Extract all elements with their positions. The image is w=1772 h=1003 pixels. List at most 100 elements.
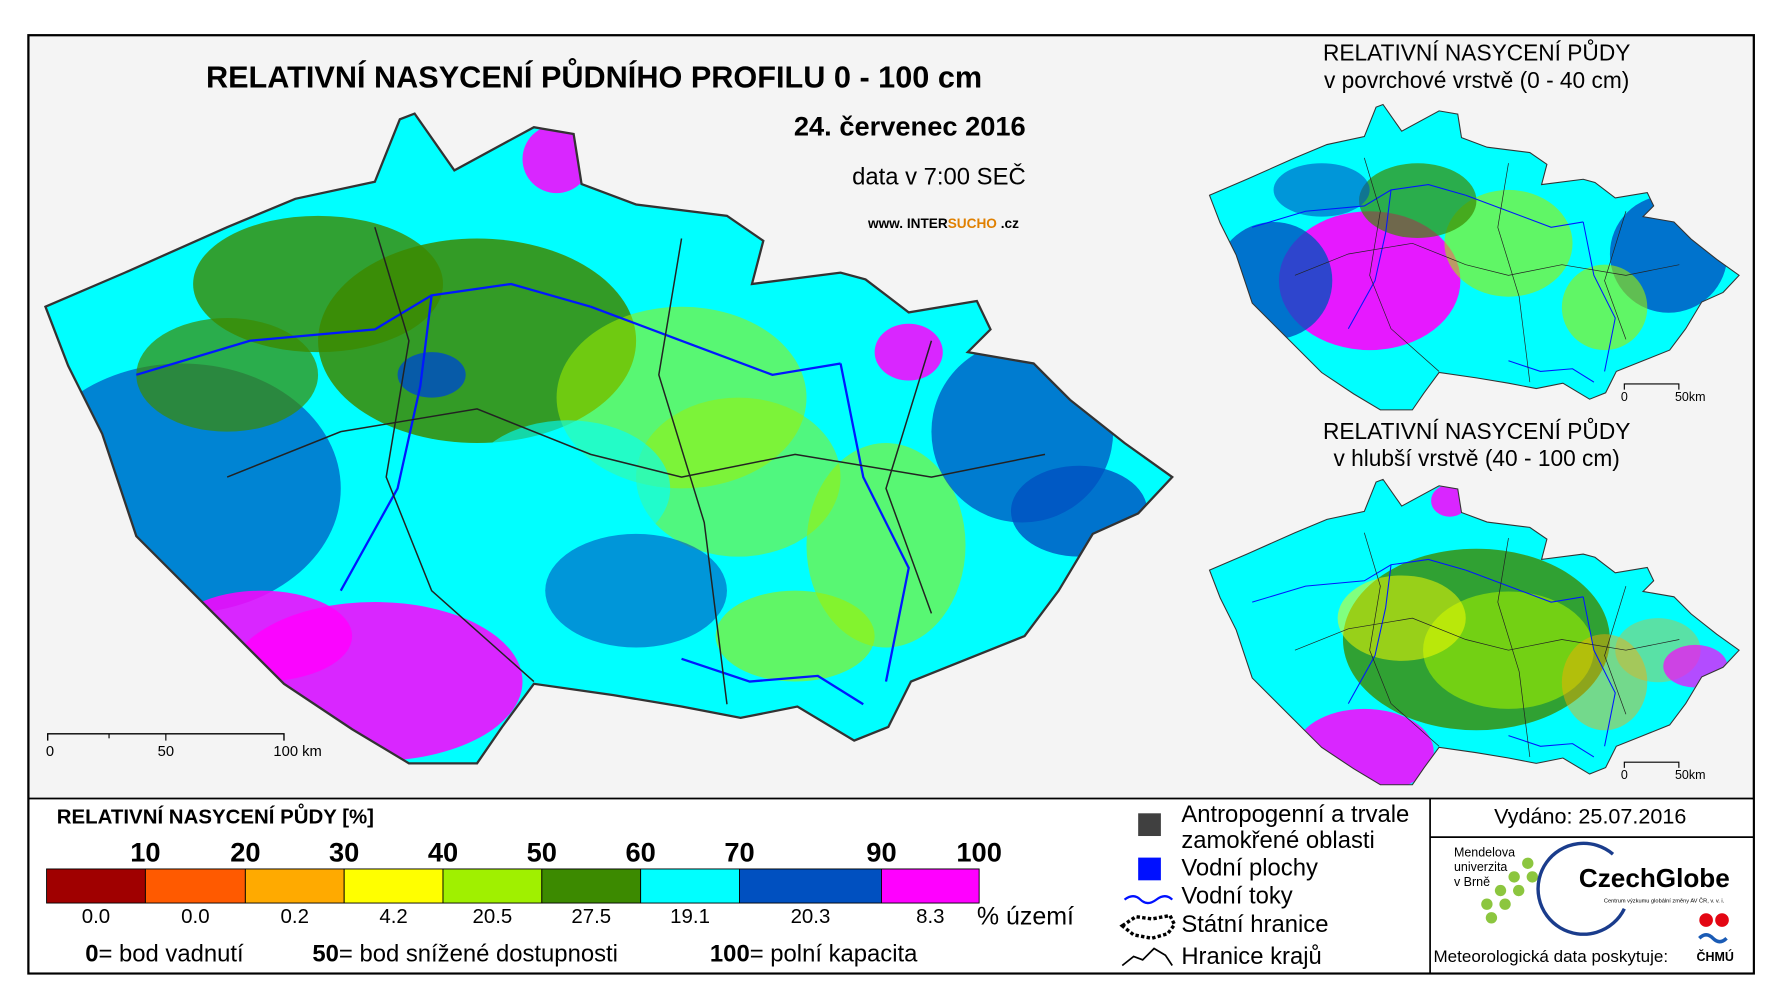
legend-swatch — [343, 868, 444, 904]
map-patch — [193, 215, 443, 353]
region-border — [658, 238, 728, 705]
legend-share: 0.0 — [82, 905, 110, 928]
chmu-logo — [1698, 933, 1728, 944]
met-data: Meteorologická data poskytuje: — [1434, 947, 1669, 966]
legend-threshold: 50 — [527, 836, 557, 867]
chmu-logo-text: ČHMÚ — [1696, 949, 1733, 964]
legend-swatch — [541, 868, 642, 904]
map-patch — [1273, 163, 1370, 217]
mendel-logo-dot — [1485, 912, 1498, 924]
region-border — [1294, 617, 1680, 651]
map-patch — [874, 323, 943, 381]
river — [681, 657, 864, 706]
mendel-logo-dot — [1508, 871, 1520, 883]
note-value: 100 — [710, 941, 750, 968]
state-border — [1208, 478, 1740, 786]
chmu-logo — [1715, 913, 1729, 927]
map-patch — [522, 124, 591, 194]
scale-label: 50km — [1675, 390, 1706, 404]
scale-label: 0 — [1621, 768, 1628, 782]
inset-title: v hlubší vrstvě (40 - 100 cm) — [1333, 445, 1619, 471]
scale-bar — [1623, 383, 1680, 390]
legend-note: 100= polní kapacita — [710, 941, 918, 968]
river — [839, 363, 910, 682]
legend-share: 0.2 — [281, 905, 309, 928]
map-patch — [1278, 211, 1461, 351]
legend-share: 27.5 — [571, 905, 611, 928]
scale-label: 0 — [1621, 390, 1628, 404]
map-patch — [636, 397, 841, 557]
scale-bar — [1623, 761, 1680, 768]
legend-swatch — [739, 868, 882, 904]
river — [1347, 564, 1392, 704]
legend-threshold: 30 — [329, 836, 359, 867]
issued: Vydáno: 25.07.2016 — [1494, 804, 1686, 829]
map-patch — [545, 533, 727, 648]
legend-swatch — [881, 868, 980, 904]
mendel-logo-dot — [1481, 898, 1493, 910]
river — [1582, 596, 1616, 747]
region-border — [374, 226, 535, 683]
mendel-logo-text: v Brně — [1454, 875, 1490, 889]
inset-title: RELATIVNÍ NASYCENÍ PŮDY — [1323, 40, 1630, 66]
river — [1465, 194, 1584, 228]
map-patch — [397, 352, 466, 398]
map-patch — [1358, 163, 1477, 238]
map-patch — [465, 420, 671, 557]
share-unit: % území — [977, 902, 1074, 930]
map-date: 24. červenec 2016 — [794, 111, 1026, 142]
mendel-logo-dot — [1513, 884, 1525, 897]
region-border — [1363, 157, 1440, 372]
czechglobe-sub: Centrum výzkumu globální změny AV ČR, v.… — [1604, 897, 1725, 904]
legend-threshold: 70 — [724, 836, 754, 867]
legend-threshold: 20 — [230, 836, 260, 867]
legend-swatch — [640, 868, 740, 904]
website-part: SUCHO — [948, 215, 998, 230]
note-text: = bod snížené dostupnosti — [339, 941, 618, 968]
region-border — [1497, 163, 1531, 383]
river — [1252, 184, 1466, 228]
state-border — [1208, 103, 1740, 411]
czechglobe-logo: CzechGlobe — [1579, 863, 1730, 893]
region-border — [1604, 586, 1627, 715]
map-patch — [715, 590, 875, 682]
region-border — [1363, 532, 1440, 747]
symbol-icon — [1138, 813, 1161, 837]
symbol-label: Vodní toky — [1181, 883, 1292, 910]
mendel-logo-text: Mendelova — [1454, 845, 1515, 859]
legend-share: 20.3 — [791, 905, 831, 928]
mendel-logo-dot — [1494, 884, 1507, 897]
website-part: www. INTER — [867, 215, 948, 230]
legend-note: 50= bod snížené dostupnosti — [312, 941, 618, 968]
river — [590, 305, 841, 377]
scale-label: 100 km — [273, 744, 321, 760]
website-part: .cz — [997, 215, 1019, 230]
note-text: = bod vadnutí — [98, 941, 244, 968]
symbol-icon — [1123, 895, 1174, 905]
river — [135, 282, 591, 376]
river — [1508, 735, 1595, 758]
river — [1508, 360, 1595, 383]
legend-threshold: 60 — [625, 836, 655, 867]
map-title: RELATIVNÍ NASYCENÍ PŮDNÍHO PROFILU 0 - 1… — [206, 57, 982, 95]
mendel-logo-dot — [1499, 898, 1511, 910]
symbol-label: Vodní plochy — [1181, 854, 1318, 881]
data-time: data v 7:00 SEČ — [852, 163, 1026, 191]
map-patch — [1561, 634, 1648, 731]
legend-swatch — [46, 868, 146, 904]
note-value: 50 — [312, 941, 339, 968]
legend-share: 4.2 — [379, 905, 407, 928]
inset-title: RELATIVNÍ NASYCENÍ PŮDY — [1323, 418, 1630, 444]
legend-share: 8.3 — [916, 905, 944, 928]
symbol-icon — [1121, 947, 1173, 967]
mendel-logo-dot — [1522, 857, 1534, 869]
note-text: = polní kapacita — [750, 941, 918, 968]
note-value: 0 — [85, 941, 98, 968]
mendel-logo-dot — [1526, 871, 1539, 883]
legend-swatch — [442, 868, 543, 904]
czechglobe-arc — [1536, 841, 1626, 936]
river — [339, 295, 433, 592]
region-border — [1604, 211, 1627, 340]
